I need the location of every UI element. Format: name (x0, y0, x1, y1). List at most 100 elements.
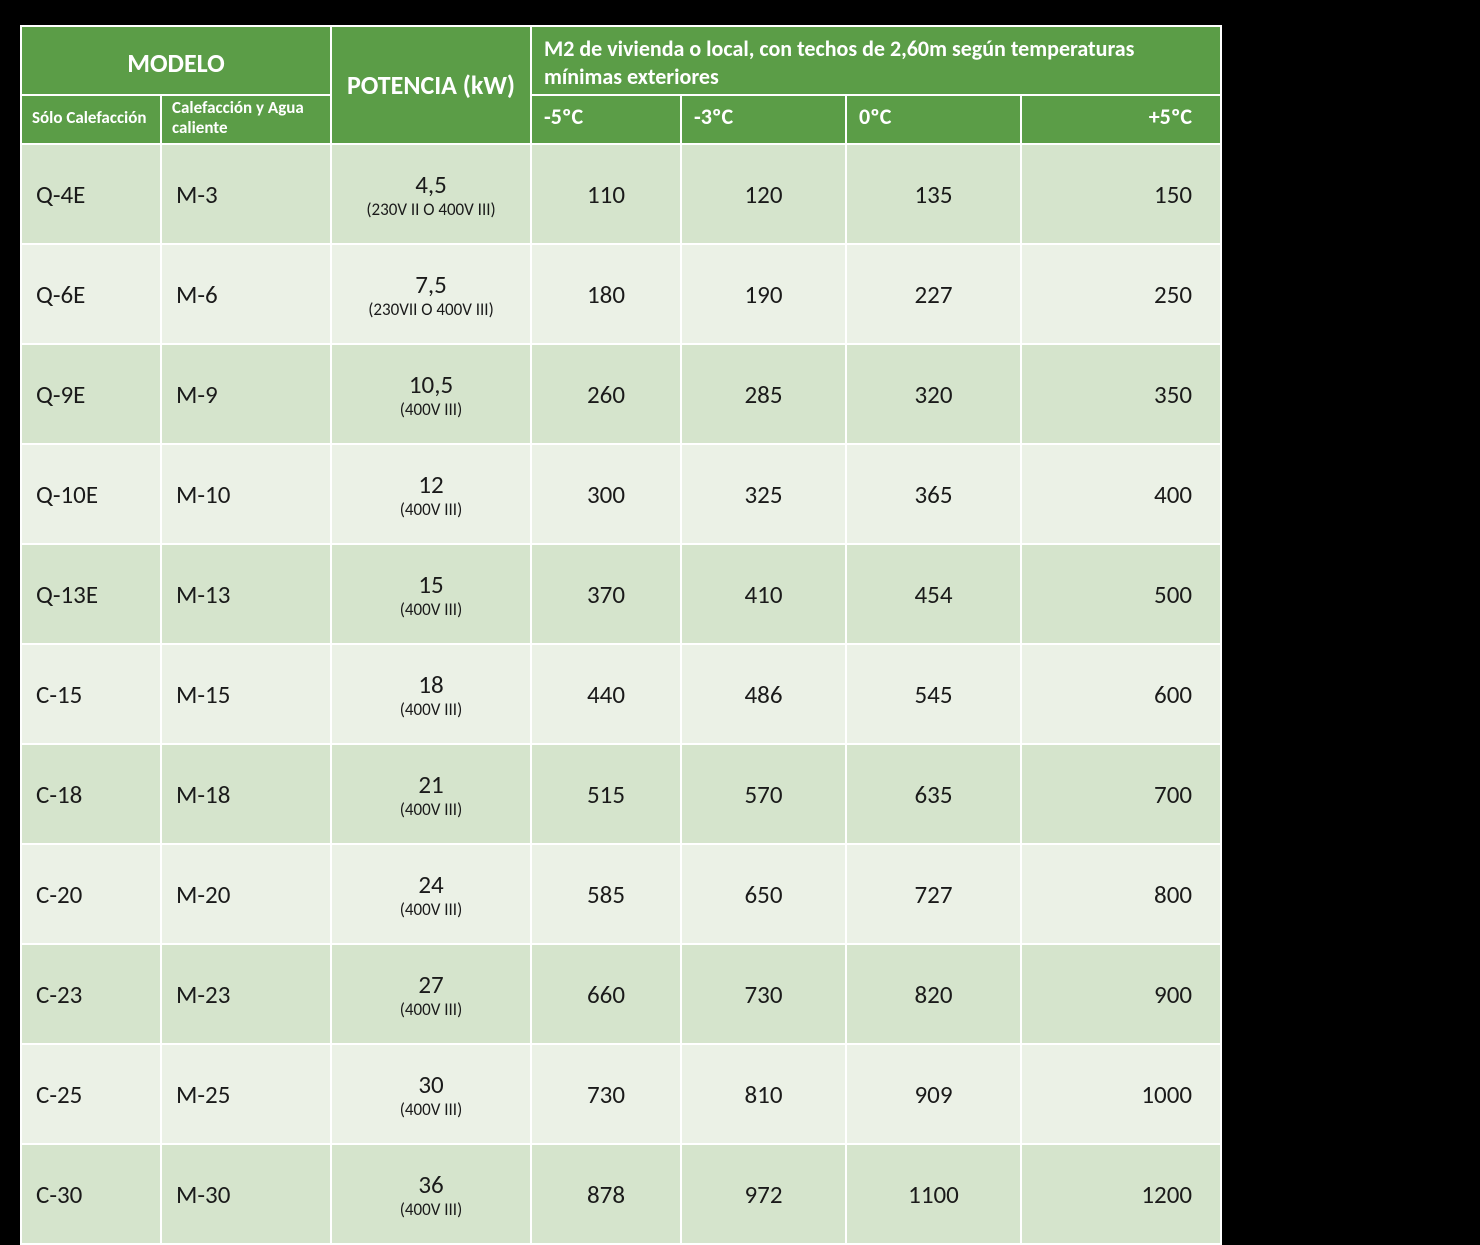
potencia-value: 36 (336, 1171, 526, 1199)
potencia-value: 12 (336, 471, 526, 499)
cell-m2-0: 110 (531, 144, 681, 244)
potencia-value: 15 (336, 571, 526, 599)
header-potencia-title: POTENCIA (kW) (331, 26, 531, 144)
cell-m2-0: 730 (531, 1044, 681, 1144)
potencia-note: (230V II O 400V III) (336, 201, 526, 220)
table-row: C-30 M-30 36 (400V III) 878 972 1100 120… (21, 1144, 1221, 1244)
cell-potencia: 21 (400V III) (331, 744, 531, 844)
cell-m2-1: 325 (681, 444, 846, 544)
potencia-note: (400V III) (336, 1001, 526, 1020)
potencia-note: (400V III) (336, 501, 526, 520)
cell-m2-3: 150 (1021, 144, 1221, 244)
cell-m2-2: 454 (846, 544, 1021, 644)
cell-model-acs: M-10 (161, 444, 331, 544)
cell-m2-3: 700 (1021, 744, 1221, 844)
cell-potencia: 15 (400V III) (331, 544, 531, 644)
cell-m2-1: 486 (681, 644, 846, 744)
cell-m2-2: 135 (846, 144, 1021, 244)
cell-m2-1: 570 (681, 744, 846, 844)
cell-m2-3: 1200 (1021, 1144, 1221, 1244)
cell-model-solo: C-20 (21, 844, 161, 944)
cell-m2-3: 350 (1021, 344, 1221, 444)
cell-m2-2: 227 (846, 244, 1021, 344)
cell-potencia: 24 (400V III) (331, 844, 531, 944)
table-row: C-25 M-25 30 (400V III) 730 810 909 1000 (21, 1044, 1221, 1144)
cell-m2-3: 250 (1021, 244, 1221, 344)
header-m2-title: M2 de vivienda o local, con techos de 2,… (531, 26, 1221, 95)
table-row: Q-4E M-3 4,5 (230V II O 400V III) 110 12… (21, 144, 1221, 244)
cell-model-acs: M-25 (161, 1044, 331, 1144)
cell-model-solo: Q-4E (21, 144, 161, 244)
cell-m2-0: 260 (531, 344, 681, 444)
header-temp-col-1: -3ºC (681, 95, 846, 144)
cell-m2-0: 515 (531, 744, 681, 844)
potencia-note: (400V III) (336, 1201, 526, 1220)
potencia-note: (400V III) (336, 901, 526, 920)
potencia-value: 7,5 (336, 271, 526, 299)
potencia-value: 4,5 (336, 171, 526, 199)
table-row: Q-10E M-10 12 (400V III) 300 325 365 400 (21, 444, 1221, 544)
cell-potencia: 10,5 (400V III) (331, 344, 531, 444)
cell-m2-1: 972 (681, 1144, 846, 1244)
page: MODELO POTENCIA (kW) M2 de vivienda o lo… (0, 0, 1480, 1231)
header-modelo-title: MODELO (21, 26, 331, 95)
cell-m2-3: 800 (1021, 844, 1221, 944)
cell-m2-2: 365 (846, 444, 1021, 544)
cell-m2-3: 1000 (1021, 1044, 1221, 1144)
potencia-note: (400V III) (336, 801, 526, 820)
cell-model-acs: M-9 (161, 344, 331, 444)
cell-potencia: 4,5 (230V II O 400V III) (331, 144, 531, 244)
header-temp-col-0: -5ºC (531, 95, 681, 144)
cell-model-acs: M-13 (161, 544, 331, 644)
cell-model-acs: M-18 (161, 744, 331, 844)
cell-model-solo: Q-6E (21, 244, 161, 344)
cell-potencia: 12 (400V III) (331, 444, 531, 544)
cell-potencia: 27 (400V III) (331, 944, 531, 1044)
cell-m2-1: 730 (681, 944, 846, 1044)
cell-m2-0: 878 (531, 1144, 681, 1244)
cell-m2-2: 320 (846, 344, 1021, 444)
cell-model-solo: Q-9E (21, 344, 161, 444)
table-header: MODELO POTENCIA (kW) M2 de vivienda o lo… (21, 26, 1221, 144)
spec-table: MODELO POTENCIA (kW) M2 de vivienda o lo… (20, 25, 1222, 1245)
potencia-value: 10,5 (336, 371, 526, 399)
header-modelo-sub2: Calefacción y Agua caliente (161, 95, 331, 144)
cell-model-solo: Q-13E (21, 544, 161, 644)
table-row: Q-6E M-6 7,5 (230VII O 400V III) 180 190… (21, 244, 1221, 344)
table-body: Q-4E M-3 4,5 (230V II O 400V III) 110 12… (21, 144, 1221, 1244)
table-row: C-20 M-20 24 (400V III) 585 650 727 800 (21, 844, 1221, 944)
cell-m2-3: 400 (1021, 444, 1221, 544)
potencia-value: 27 (336, 971, 526, 999)
cell-m2-0: 660 (531, 944, 681, 1044)
header-temp-col-2: 0ºC (846, 95, 1021, 144)
cell-model-solo: C-30 (21, 1144, 161, 1244)
cell-m2-1: 190 (681, 244, 846, 344)
cell-potencia: 30 (400V III) (331, 1044, 531, 1144)
potencia-note: (400V III) (336, 701, 526, 720)
potencia-note: (230VII O 400V III) (336, 301, 526, 320)
cell-m2-2: 1100 (846, 1144, 1021, 1244)
cell-model-solo: Q-10E (21, 444, 161, 544)
potencia-note: (400V III) (336, 601, 526, 620)
cell-model-acs: M-23 (161, 944, 331, 1044)
table-row: C-23 M-23 27 (400V III) 660 730 820 900 (21, 944, 1221, 1044)
cell-model-acs: M-30 (161, 1144, 331, 1244)
cell-m2-2: 909 (846, 1044, 1021, 1144)
cell-m2-0: 440 (531, 644, 681, 744)
potencia-value: 24 (336, 871, 526, 899)
table-row: C-15 M-15 18 (400V III) 440 486 545 600 (21, 644, 1221, 744)
cell-potencia: 7,5 (230VII O 400V III) (331, 244, 531, 344)
potencia-value: 18 (336, 671, 526, 699)
cell-potencia: 18 (400V III) (331, 644, 531, 744)
cell-model-acs: M-15 (161, 644, 331, 744)
cell-m2-1: 410 (681, 544, 846, 644)
cell-model-solo: C-18 (21, 744, 161, 844)
cell-model-acs: M-3 (161, 144, 331, 244)
cell-model-acs: M-20 (161, 844, 331, 944)
cell-m2-0: 370 (531, 544, 681, 644)
cell-model-acs: M-6 (161, 244, 331, 344)
cell-model-solo: C-23 (21, 944, 161, 1044)
cell-m2-0: 300 (531, 444, 681, 544)
cell-m2-3: 600 (1021, 644, 1221, 744)
cell-potencia: 36 (400V III) (331, 1144, 531, 1244)
